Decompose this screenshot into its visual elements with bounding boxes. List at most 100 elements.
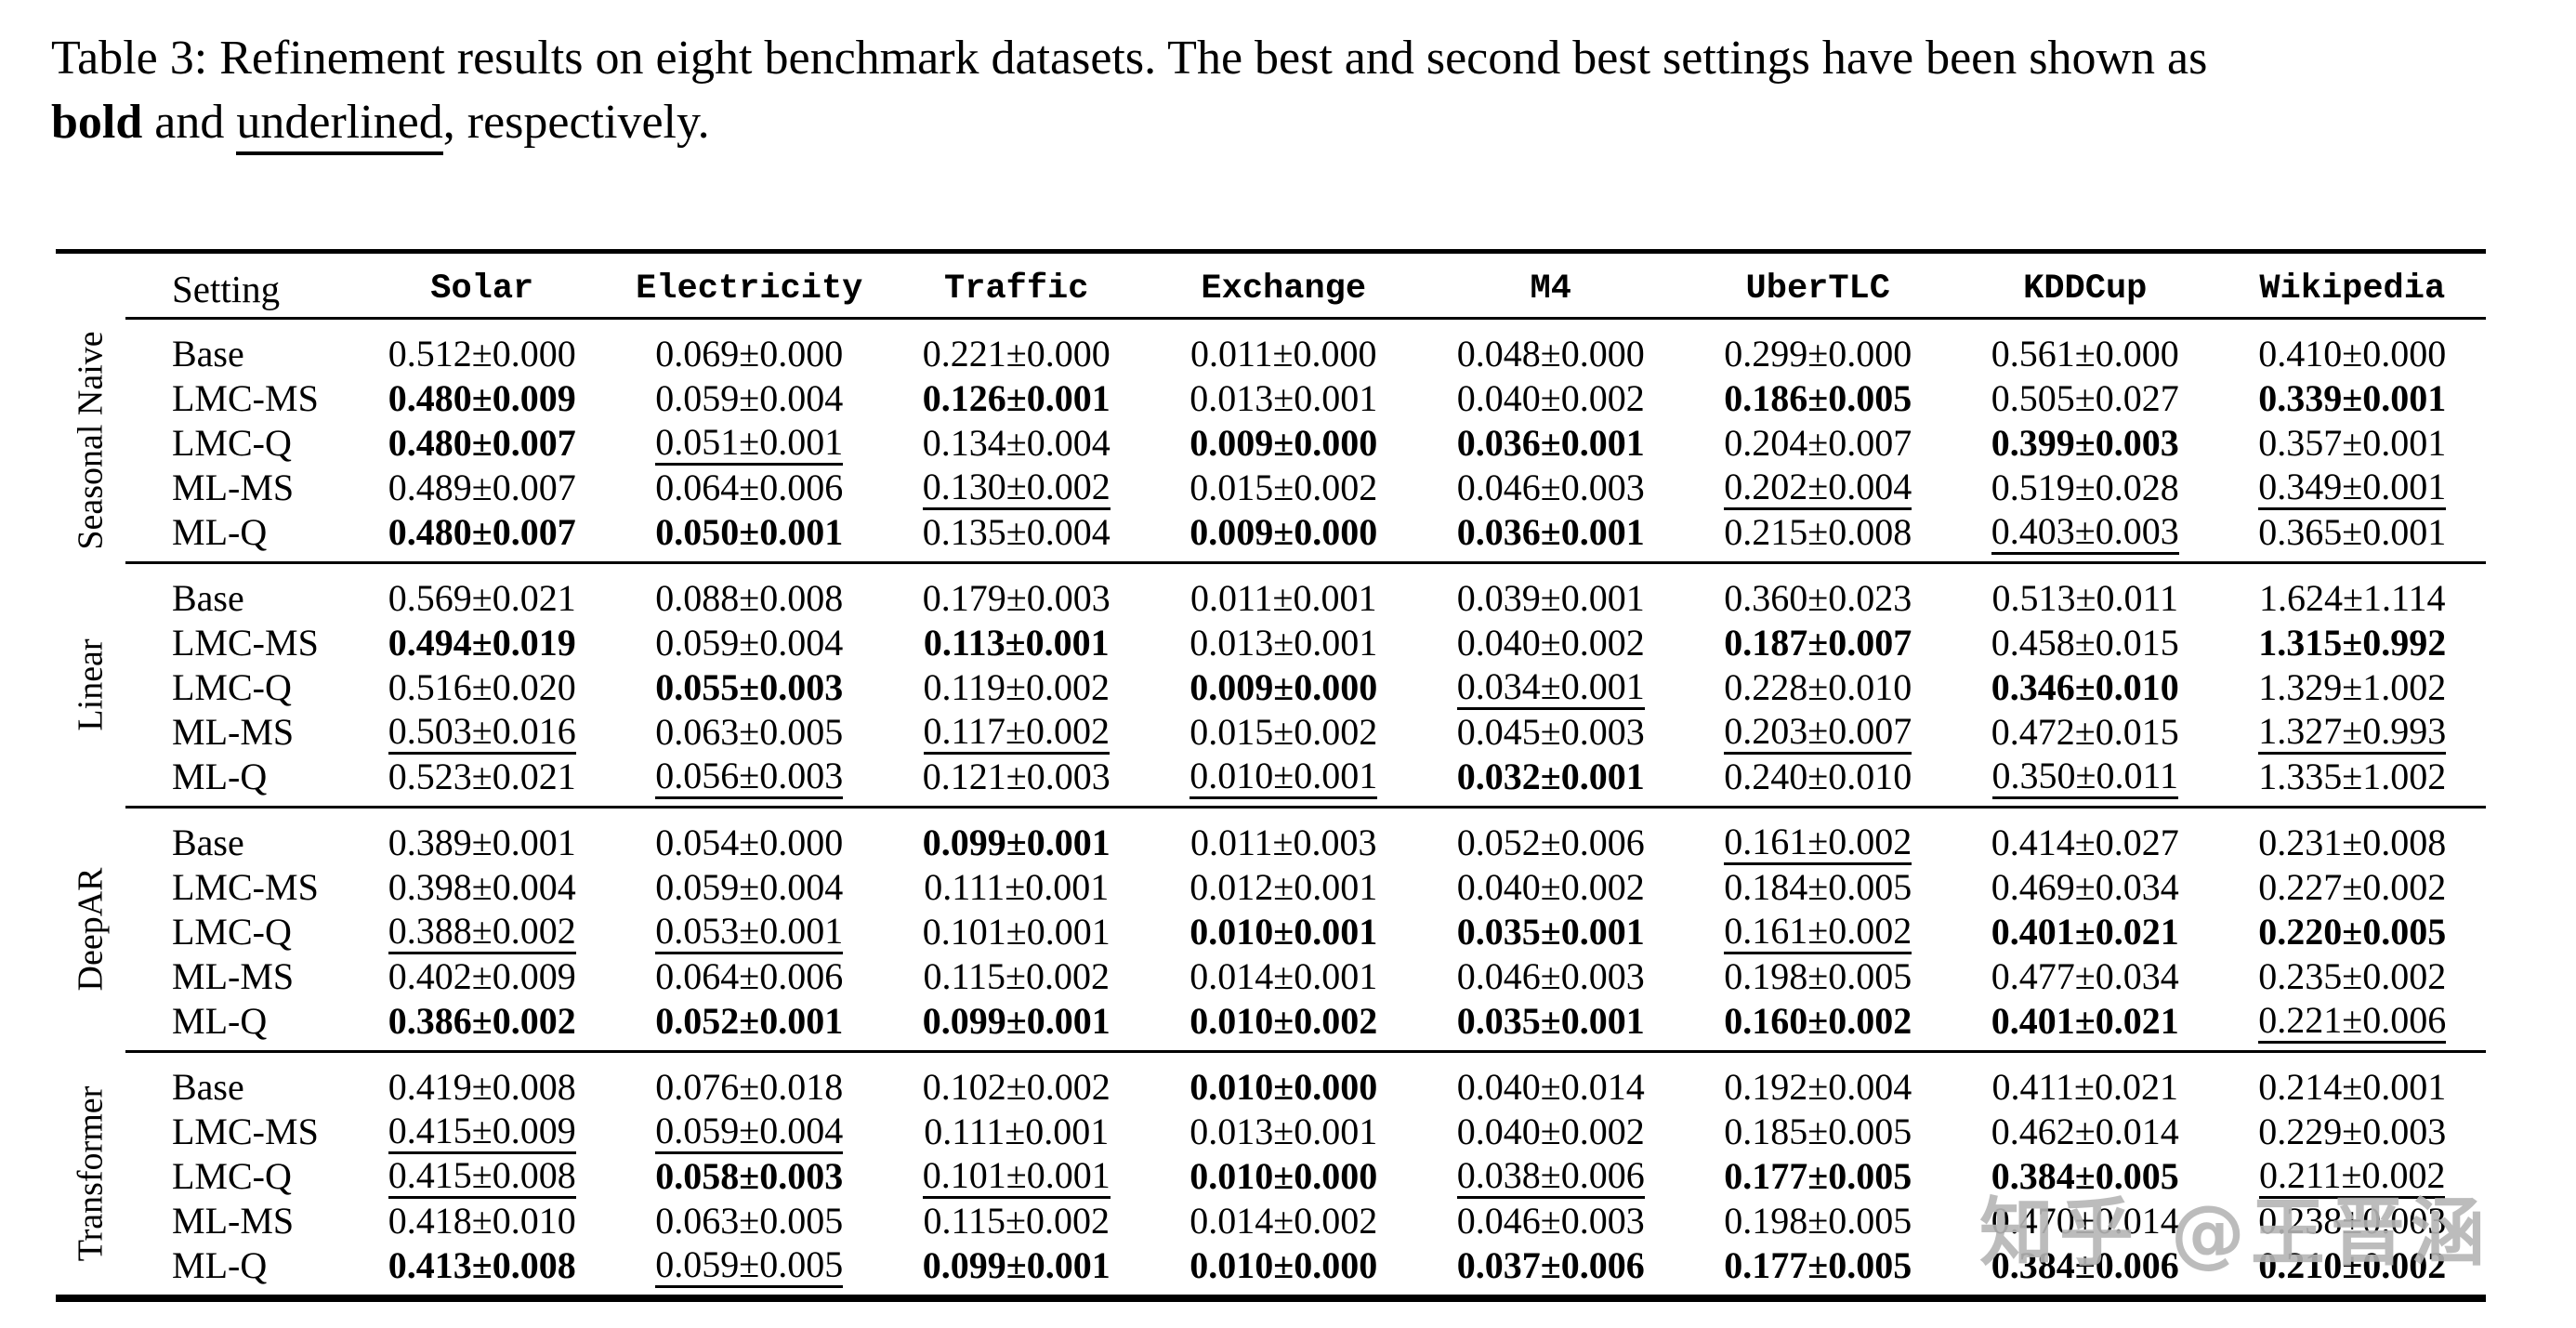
- cell-value: 0.009±0.000: [1189, 511, 1378, 553]
- table-row: LMC-Q 0.516±0.020 0.055±0.003 0.119±0.002 0.…: [125, 664, 2486, 710]
- table-cell: 0.099±0.001: [883, 821, 1150, 864]
- column-header-wikipedia: Wikipedia: [2259, 270, 2446, 309]
- table-cell: 0.403±0.003: [1952, 509, 2219, 555]
- table-cell: 0.480±0.009: [348, 376, 616, 420]
- cell-value: 0.221±0.006: [2258, 1000, 2447, 1044]
- table-row: ML-Q 0.480±0.007 0.050±0.001 0.135±0.004 0.0…: [125, 509, 2487, 555]
- table-cell: 0.384±0.005: [1952, 1154, 2219, 1198]
- cell-value: 0.035±0.001: [1456, 911, 1645, 953]
- cell-value: 0.480±0.009: [388, 376, 576, 419]
- table-cell: 0.386±0.002: [348, 999, 616, 1043]
- cell-value: 0.050±0.001: [655, 511, 844, 553]
- table-row: ML-Q 0.386±0.002 0.052±0.001 0.099±0.001 0.0…: [125, 998, 2486, 1044]
- table-cell: 0.415±0.009: [348, 1109, 616, 1154]
- cell-value: 0.046±0.003: [1456, 954, 1645, 997]
- table-cell: 0.059±0.005: [616, 1243, 884, 1288]
- table-cell: 0.458±0.015: [1952, 621, 2219, 664]
- cell-value: 0.115±0.002: [923, 1199, 1110, 1242]
- table-cell: 0.010±0.000: [1150, 1243, 1418, 1287]
- table-cell: 0.415±0.008: [348, 1153, 616, 1199]
- cell-value: 0.056±0.003: [655, 756, 844, 799]
- cell-value: 0.418±0.010: [388, 1199, 576, 1242]
- cell-value: 0.198±0.005: [1724, 1199, 1912, 1242]
- table-cell: 0.046±0.003: [1417, 466, 1685, 509]
- cell-value: 0.036±0.001: [1456, 511, 1645, 553]
- model-group-deepar: DeepAR Base 0.389±0.001 0.054±0.000 0.099±0.…: [72, 809, 2487, 1053]
- table-cell: 0.111±0.001: [883, 865, 1150, 909]
- cell-value: 0.228±0.010: [1724, 666, 1912, 708]
- cell-value: 0.048±0.000: [1456, 332, 1645, 375]
- cell-value: 0.011±0.001: [1190, 576, 1377, 619]
- cell-value: 0.214±0.001: [2258, 1065, 2447, 1108]
- group-label-text: DeepAR: [71, 867, 111, 992]
- caption-line1: Table 3: Refinement results on eight ben…: [51, 32, 2208, 85]
- cell-value: 0.186±0.005: [1724, 376, 1912, 419]
- cell-value: 0.010±0.002: [1189, 1000, 1378, 1042]
- table-cell: 0.048±0.000: [1417, 332, 1685, 375]
- cell-value: 0.040±0.002: [1456, 621, 1645, 664]
- cell-value: 0.198±0.005: [1724, 954, 1912, 997]
- table-cell: 0.010±0.001: [1150, 910, 1418, 953]
- cell-value: 0.099±0.001: [922, 822, 1111, 863]
- column-header-ubertlc: UberTLC: [1745, 270, 1890, 309]
- table-cell: 0.013±0.001: [1150, 376, 1418, 420]
- table-bottom-rule: [56, 1295, 2486, 1302]
- cell-value: 0.115±0.002: [923, 954, 1110, 997]
- cell-value: 0.299±0.000: [1724, 332, 1912, 375]
- cell-value: 0.419±0.008: [388, 1065, 576, 1108]
- cell-value: 0.113±0.001: [923, 621, 1110, 664]
- cell-value: 0.184±0.005: [1724, 865, 1912, 908]
- cell-value: 0.472±0.015: [1991, 711, 2179, 753]
- results-table: Setting Solar Electricity Traffic Exchange M…: [56, 249, 2486, 1302]
- row-label: Base: [172, 576, 244, 619]
- table-cell: 0.384±0.006: [1952, 1243, 2219, 1287]
- cell-value: 0.220±0.005: [2258, 911, 2447, 953]
- row-label: LMC-Q: [172, 1155, 292, 1197]
- table-cell: 0.221±0.000: [883, 332, 1150, 375]
- table-cell: 0.038±0.006: [1417, 1153, 1685, 1199]
- cell-value: 0.034±0.001: [1456, 666, 1645, 710]
- table-cell: 0.040±0.002: [1417, 376, 1685, 420]
- table-cell: 0.101±0.001: [883, 1153, 1150, 1199]
- cell-value: 0.040±0.002: [1456, 1111, 1645, 1152]
- table-cell: 0.113±0.001: [883, 621, 1150, 664]
- cell-value: 0.231±0.008: [2258, 822, 2447, 863]
- cell-value: 0.009±0.000: [1189, 666, 1378, 708]
- table-cell: 0.214±0.001: [2219, 1065, 2487, 1109]
- row-label: LMC-MS: [172, 621, 319, 664]
- model-group-transformer: Transformer Base 0.419±0.008 0.076±0.018 0.1…: [72, 1053, 2487, 1295]
- row-label: LMC-MS: [172, 376, 319, 419]
- table-cell: 0.472±0.015: [1952, 710, 2219, 754]
- cell-value: 0.064±0.006: [655, 467, 844, 508]
- table-cell: 0.161±0.002: [1685, 820, 1952, 865]
- table-cell: 0.349±0.001: [2219, 465, 2487, 510]
- cell-value: 0.038±0.006: [1456, 1155, 1645, 1199]
- cell-value: 0.202±0.004: [1724, 467, 1912, 510]
- table-cell: 0.059±0.004: [616, 621, 884, 664]
- table-header-row: Setting Solar Electricity Traffic Exchange M…: [125, 254, 2486, 320]
- cell-value: 0.346±0.010: [1991, 666, 2179, 708]
- table-cell: 0.365±0.001: [2219, 510, 2487, 554]
- table-cell: 0.227±0.002: [2219, 865, 2487, 909]
- cell-value: 0.036±0.001: [1456, 422, 1645, 464]
- cell-value: 0.398±0.004: [388, 865, 576, 908]
- cell-value: 0.010±0.000: [1189, 1065, 1378, 1108]
- table-cell: 0.462±0.014: [1952, 1110, 2219, 1153]
- cell-value: 0.480±0.007: [388, 422, 576, 464]
- cell-value: 0.059±0.004: [655, 1111, 844, 1154]
- cell-value: 0.040±0.014: [1456, 1065, 1645, 1108]
- table-cell: 0.069±0.000: [616, 332, 884, 375]
- cell-value: 0.121±0.003: [922, 756, 1111, 797]
- table-cell: 0.398±0.004: [348, 865, 616, 909]
- table-cell: 0.046±0.003: [1417, 1199, 1685, 1243]
- cell-value: 0.177±0.005: [1724, 1155, 1912, 1197]
- table-cell: 0.115±0.002: [883, 1199, 1150, 1243]
- table-row: LMC-Q 0.480±0.007 0.051±0.001 0.134±0.004 0.…: [125, 420, 2486, 466]
- table-cell: 0.503±0.016: [348, 709, 616, 755]
- cell-value: 1.327±0.993: [2258, 711, 2447, 755]
- cell-value: 0.410±0.000: [2258, 332, 2447, 375]
- table-row: ML-Q 0.413±0.008 0.059±0.005 0.099±0.001 0.0…: [125, 1243, 2486, 1288]
- cell-value: 0.040±0.002: [1456, 865, 1645, 908]
- table-cell: 0.034±0.001: [1417, 664, 1685, 710]
- table-cell: 0.299±0.000: [1685, 332, 1952, 375]
